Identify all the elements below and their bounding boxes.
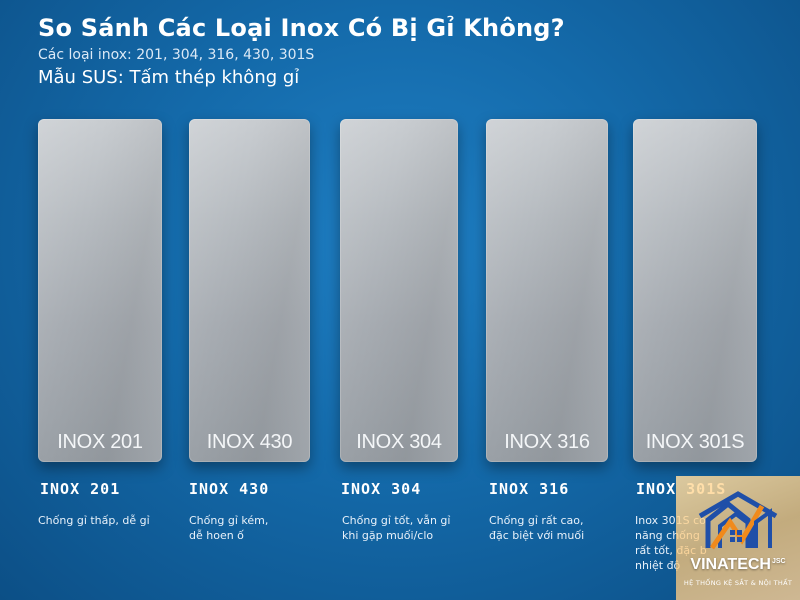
plate-inox-430: INOX 430 bbox=[189, 119, 310, 462]
sample-label: Mẫu SUS: Tấm thép không gỉ bbox=[38, 67, 300, 88]
building-logo-icon bbox=[698, 491, 778, 550]
desc-line: đặc biệt với muối bbox=[489, 529, 585, 542]
desc-line: Chống gỉ tốt, vẫn gỉ bbox=[342, 514, 451, 527]
plate-label: INOX 201 bbox=[57, 431, 143, 453]
grade-name-316: INOX 316 bbox=[489, 480, 570, 498]
page-subtitle: Các loại inox: 201, 304, 316, 430, 301S bbox=[38, 47, 315, 63]
plate-inox-304: INOX 304 bbox=[340, 119, 458, 462]
plate-label: INOX 301S bbox=[645, 431, 745, 453]
plate-label: INOX 316 bbox=[504, 431, 590, 453]
desc-line: dễ hoen ố bbox=[189, 529, 244, 542]
logo-wordmark: VINATECHJSC bbox=[676, 556, 800, 574]
plate-label: INOX 430 bbox=[206, 431, 293, 453]
page-title: So Sánh Các Loại Inox Có Bị Gỉ Không? bbox=[38, 14, 565, 42]
desc-line: nhiệt độ bbox=[635, 559, 681, 572]
plate-inox-316: INOX 316 bbox=[486, 119, 608, 462]
logo-tagline: HỆ THỐNG KỆ SẮT & NỘI THẤT bbox=[683, 579, 793, 587]
grade-desc-430: Chống gỉ kém, dễ hoen ố bbox=[189, 513, 329, 543]
desc-line: khi gặp muối/clo bbox=[342, 529, 434, 542]
desc-line: Chống gỉ thấp, dễ gỉ bbox=[38, 514, 150, 527]
grade-desc-201: Chống gỉ thấp, dễ gỉ bbox=[38, 513, 178, 528]
vinatech-logo: VINATECHJSC HỆ THỐNG KỆ SẮT & NỘI THẤT bbox=[676, 476, 800, 600]
grade-name-304: INOX 304 bbox=[341, 480, 422, 498]
desc-line: Chống gỉ rất cao, bbox=[489, 514, 584, 527]
grade-desc-316: Chống gỉ rất cao, đặc biệt với muối bbox=[489, 513, 629, 543]
grade-name-201: INOX 201 bbox=[40, 480, 121, 498]
grade-desc-304: Chống gỉ tốt, vẫn gỉ khi gặp muối/clo bbox=[342, 513, 482, 543]
plate-inox-301s: INOX 301S bbox=[633, 119, 757, 462]
plate-label: INOX 304 bbox=[356, 431, 442, 453]
grade-name-430: INOX 430 bbox=[189, 480, 270, 498]
desc-line: Chống gỉ kém, bbox=[189, 514, 269, 527]
plate-inox-201: INOX 201 bbox=[38, 119, 162, 462]
logo-suffix: JSC bbox=[771, 557, 786, 565]
logo-name: VINATECH bbox=[690, 556, 771, 573]
